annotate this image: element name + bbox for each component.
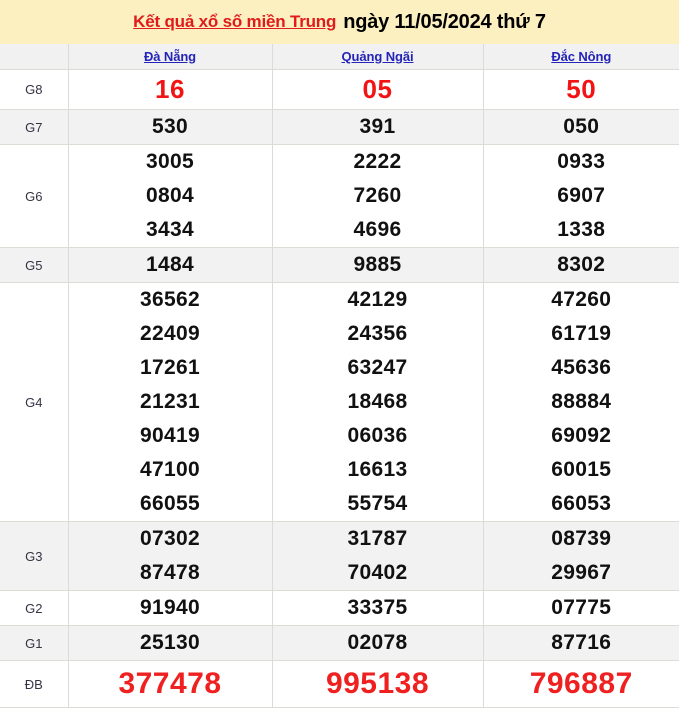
prize-value-cell: 05 xyxy=(272,70,483,110)
prize-number: 63247 xyxy=(273,351,483,385)
page-title-band: Kết quả xổ số miền Trung ngày 11/05/2024… xyxy=(0,0,679,44)
lottery-region-link[interactable]: Kết quả xổ số miền Trung xyxy=(133,12,336,32)
province-link[interactable]: Đà Nẵng xyxy=(144,49,196,64)
prize-number: 55754 xyxy=(273,487,483,521)
prize-number: 2222 xyxy=(273,145,483,179)
prize-label-g1: G1 xyxy=(0,626,68,661)
table-corner-cell xyxy=(0,44,68,70)
prize-number: 3434 xyxy=(69,213,272,247)
prize-label-g8: G8 xyxy=(0,70,68,110)
prize-label-g2: G2 xyxy=(0,591,68,626)
prize-number: 61719 xyxy=(484,317,679,351)
prize-value-cell: 25130 xyxy=(68,626,272,661)
prize-number: 66055 xyxy=(69,487,272,521)
prize-label-g4: G4 xyxy=(0,283,68,522)
prize-label-đb: ĐB xyxy=(0,661,68,708)
prize-number: 21231 xyxy=(69,385,272,419)
province-header-2[interactable]: Quảng Ngãi xyxy=(272,44,483,70)
prize-number: 47100 xyxy=(69,453,272,487)
prize-value-cell: 16 xyxy=(68,70,272,110)
province-header-3[interactable]: Đắc Nông xyxy=(483,44,679,70)
prize-number: 36562 xyxy=(69,283,272,317)
prize-number: 08739 xyxy=(484,522,679,556)
page-title-date: ngày 11/05/2024 thứ 7 xyxy=(343,11,546,34)
prize-value-cell: 050 xyxy=(483,110,679,145)
prize-number: 07302 xyxy=(69,522,272,556)
prize-number: 29967 xyxy=(484,556,679,590)
prize-label-g5: G5 xyxy=(0,248,68,283)
prize-number: 42129 xyxy=(273,283,483,317)
prize-value-cell: 87716 xyxy=(483,626,679,661)
prize-value-cell: 377478 xyxy=(68,661,272,708)
prize-value-cell: 9885 xyxy=(272,248,483,283)
prize-number: 6907 xyxy=(484,179,679,213)
province-link[interactable]: Quảng Ngãi xyxy=(342,49,414,64)
prize-number: 24356 xyxy=(273,317,483,351)
prize-number: 47260 xyxy=(484,283,679,317)
prize-value-cell: 391 xyxy=(272,110,483,145)
prize-number: 90419 xyxy=(69,419,272,453)
prize-number: 4696 xyxy=(273,213,483,247)
prize-number: 06036 xyxy=(273,419,483,453)
prize-value-cell: 1484 xyxy=(68,248,272,283)
prize-number: 87478 xyxy=(69,556,272,590)
province-link[interactable]: Đắc Nông xyxy=(551,49,611,64)
prize-number: 66053 xyxy=(484,487,679,521)
prize-value-cell: 02078 xyxy=(272,626,483,661)
prize-label-g7: G7 xyxy=(0,110,68,145)
prize-value-cell: 530 xyxy=(68,110,272,145)
table-header-row: Đà Nẵng Quảng Ngãi Đắc Nông xyxy=(0,44,679,70)
prize-label-g3: G3 xyxy=(0,522,68,591)
prize-value-cell: 07775 xyxy=(483,591,679,626)
prize-number: 31787 xyxy=(273,522,483,556)
prize-label-g6: G6 xyxy=(0,145,68,248)
prize-value-cell: 91940 xyxy=(68,591,272,626)
prize-value-cell: 50 xyxy=(483,70,679,110)
prize-number: 3005 xyxy=(69,145,272,179)
prize-value-cell: 8302 xyxy=(483,248,679,283)
prize-number: 69092 xyxy=(484,419,679,453)
prize-number: 16613 xyxy=(273,453,483,487)
prize-number: 17261 xyxy=(69,351,272,385)
prize-value-cell: 796887 xyxy=(483,661,679,708)
prize-number: 0804 xyxy=(69,179,272,213)
prize-number: 0933 xyxy=(484,145,679,179)
prize-value-cell: 33375 xyxy=(272,591,483,626)
prize-number: 88884 xyxy=(484,385,679,419)
prize-value-cell: 995138 xyxy=(272,661,483,708)
prize-number: 22409 xyxy=(69,317,272,351)
prize-number: 45636 xyxy=(484,351,679,385)
prize-number: 70402 xyxy=(273,556,483,590)
prize-number: 60015 xyxy=(484,453,679,487)
prize-number: 18468 xyxy=(273,385,483,419)
prize-number: 1338 xyxy=(484,213,679,247)
province-header-1[interactable]: Đà Nẵng xyxy=(68,44,272,70)
prize-number: 7260 xyxy=(273,179,483,213)
